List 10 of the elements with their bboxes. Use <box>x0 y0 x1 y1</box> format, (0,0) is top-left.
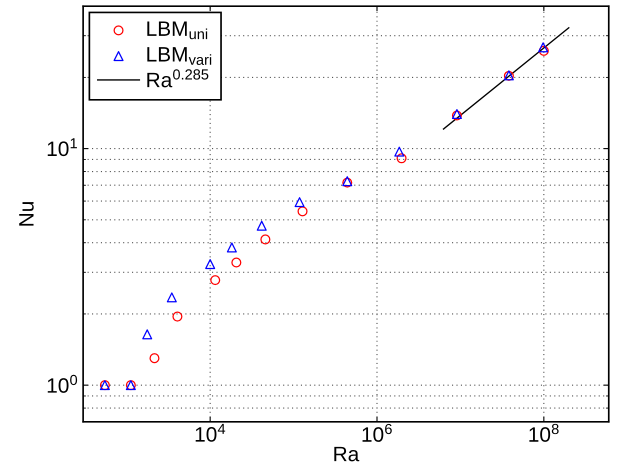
x-tick-label: 10$^{6}$ <box>362 424 392 442</box>
legend-label: LBM$_{vari}$ <box>147 47 212 65</box>
legend-label: LBM$_{uni}$ <box>147 21 208 40</box>
x-tick-label: 10$^{8}$ <box>529 424 559 442</box>
x-axis-title: Ra <box>334 446 360 462</box>
y-tick-label: 10$^{1}$ <box>48 138 77 156</box>
y-tick-label: 10$^{0}$ <box>48 374 78 393</box>
legend-label: Ra$^{0.285}$ <box>147 69 208 88</box>
x-tick-label: 10$^{4}$ <box>196 424 226 442</box>
y-axis-title: Nu <box>19 202 34 226</box>
